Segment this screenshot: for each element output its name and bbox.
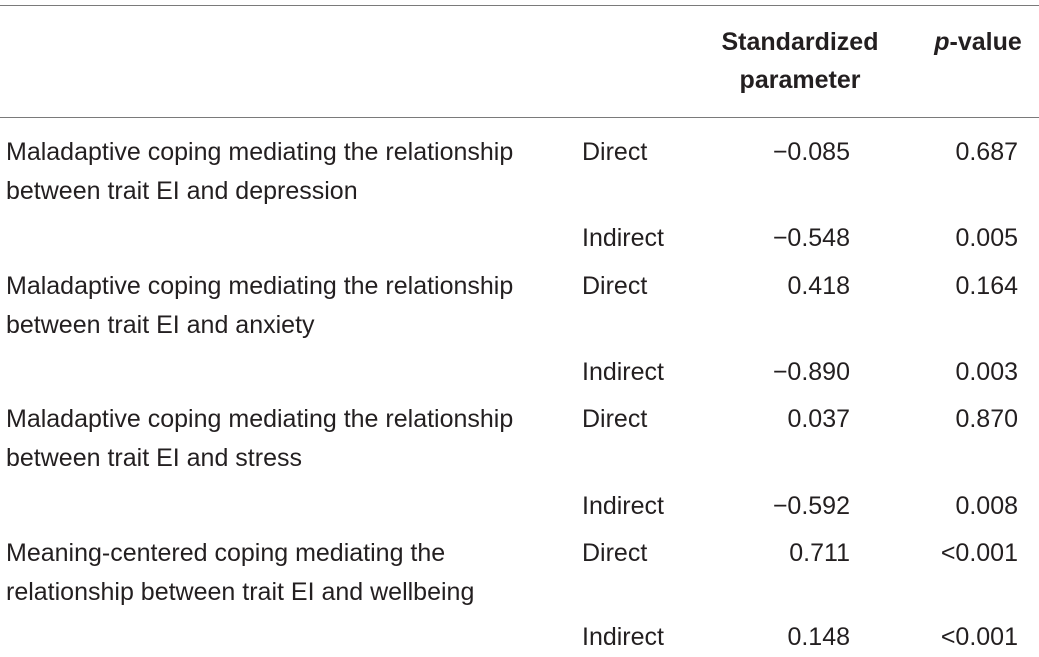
row-description: Maladaptive coping mediating the relatio… <box>6 138 514 205</box>
row-p-value: 0.005 <box>955 224 1018 252</box>
row-description: Maladaptive coping mediating the relatio… <box>6 405 514 472</box>
row-p-value: 0.687 <box>955 138 1018 166</box>
row-standardized-value: 0.037 <box>787 405 850 433</box>
row-p-value: <0.001 <box>940 539 1018 567</box>
row-description: Meaning-centered coping mediating the re… <box>6 539 475 606</box>
row-standardized-value: 0.711 <box>789 539 850 567</box>
row-standardized-value: −0.592 <box>772 492 850 520</box>
row-description: Maladaptive coping mediating the relatio… <box>6 272 514 339</box>
row-standardized-value: −0.548 <box>772 224 850 252</box>
row-p-value: 0.008 <box>955 492 1018 520</box>
row-effect-type: Indirect <box>582 358 664 386</box>
row-standardized-value: 0.418 <box>787 272 850 300</box>
row-effect-type: Indirect <box>582 492 664 520</box>
header-p-value: p-value <box>918 23 1038 61</box>
row-effect-type: Direct <box>582 405 648 433</box>
row-standardized-value: −0.890 <box>772 358 850 386</box>
row-p-value: 0.003 <box>955 358 1018 386</box>
row-effect-type: Indirect <box>582 224 664 252</box>
table-header-rule <box>0 117 1039 118</box>
row-standardized-value: −0.085 <box>772 138 850 166</box>
header-standardized-line2: parameter <box>739 66 861 94</box>
header-standardized-line1: Standardized <box>721 28 879 56</box>
row-effect-type: Direct <box>582 272 648 300</box>
row-p-value: 0.870 <box>955 405 1018 433</box>
row-effect-type: Direct <box>582 539 648 567</box>
row-effect-type: Indirect <box>582 623 664 651</box>
row-standardized-value: 0.148 <box>787 623 850 651</box>
table-top-rule <box>0 5 1039 6</box>
header-p-rest: -value <box>949 28 1022 56</box>
row-effect-type: Direct <box>582 138 648 166</box>
row-p-value: <0.001 <box>940 623 1018 651</box>
header-p-italic: p <box>934 28 950 56</box>
row-p-value: 0.164 <box>955 272 1018 300</box>
header-standardized-parameter: Standardized parameter <box>705 23 895 99</box>
